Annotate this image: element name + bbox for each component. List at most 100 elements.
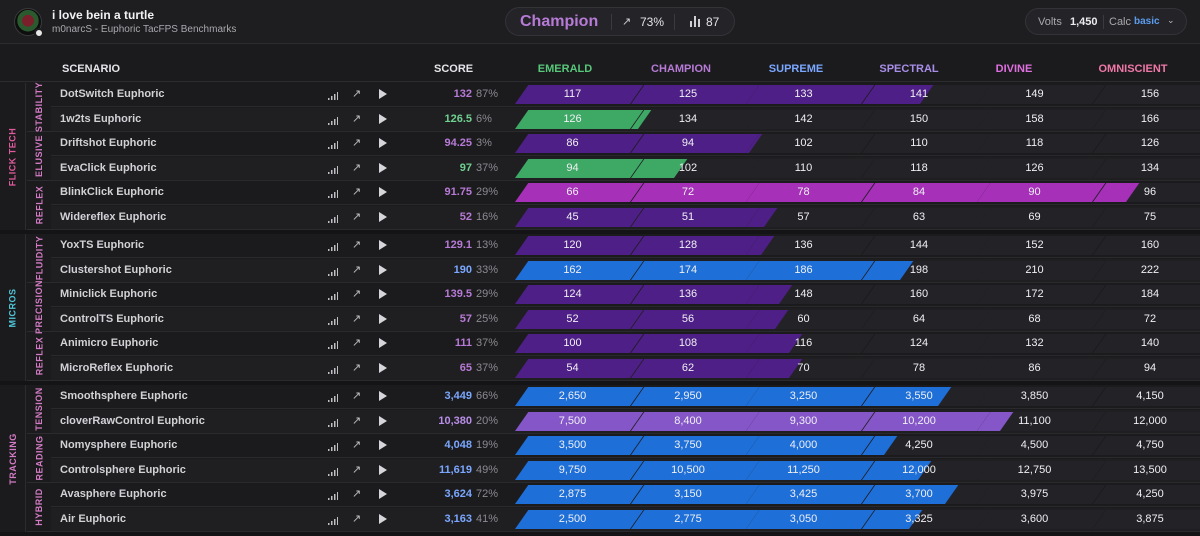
play-icon[interactable]	[379, 391, 387, 401]
signal-strength-icon[interactable]	[328, 139, 338, 149]
trend-chart-icon[interactable]: ↗	[352, 439, 362, 451]
table-row[interactable]: Smoothsphere Euphoric ↗ 3,449 66% 2,650 2,950…	[51, 385, 1200, 409]
calc-mode-select[interactable]: basic	[1134, 16, 1160, 27]
trend-chart-icon[interactable]: ↗	[352, 161, 362, 174]
scenario-name[interactable]: Miniclick Euphoric	[60, 288, 158, 300]
play-icon[interactable]	[379, 440, 387, 450]
scenario-name[interactable]: Air Euphoric	[60, 512, 127, 525]
signal-strength-icon[interactable]	[328, 90, 338, 100]
signal-strength-icon[interactable]	[328, 417, 338, 427]
play-icon[interactable]	[379, 464, 387, 475]
table-row[interactable]: BlinkClick Euphoric ↗ 91.75 29% 66 72 78 84 90 96	[51, 181, 1200, 205]
play-icon[interactable]	[379, 362, 387, 373]
trend-chart-icon[interactable]: ↗	[352, 488, 362, 500]
table-row[interactable]: Animicro Euphoric ↗ 111 37% 100 108 116 124 132 1…	[51, 332, 1200, 356]
play-icon[interactable]	[379, 289, 387, 299]
play-icon[interactable]	[379, 113, 387, 124]
table-row[interactable]: MicroReflex Euphoric ↗ 65 37% 54 62 70 78 86 94	[51, 356, 1200, 381]
signal-strength-icon[interactable]	[328, 392, 338, 402]
play-icon[interactable]	[379, 138, 387, 148]
scenario-name[interactable]: DotSwitch Euphoric	[60, 88, 165, 100]
rank-threshold-cell: 2,875	[515, 485, 644, 504]
signal-strength-icon[interactable]	[328, 466, 338, 476]
trend-chart-icon[interactable]: ↗	[352, 361, 362, 374]
play-icon[interactable]	[379, 162, 387, 173]
column-header-scenario[interactable]: SCENARIO	[62, 63, 121, 75]
rank-threshold-cell: 134	[1092, 158, 1200, 178]
signal-strength-icon[interactable]	[328, 290, 338, 300]
trend-chart-icon[interactable]: ↗	[352, 239, 362, 251]
trend-chart-icon[interactable]: ↗	[352, 390, 362, 402]
signal-strength-icon[interactable]	[328, 188, 338, 198]
trend-chart-icon[interactable]: ↗	[352, 263, 362, 276]
trend-chart-icon[interactable]: ↗	[352, 463, 362, 476]
signal-strength-icon[interactable]	[328, 241, 338, 251]
signal-strength-icon[interactable]	[328, 213, 338, 223]
table-row[interactable]: Clustershot Euphoric ↗ 190 33% 162 174 186 198 2…	[51, 258, 1200, 283]
scenario-name[interactable]: Widereflex Euphoric	[60, 210, 167, 223]
table-row[interactable]: Nomysphere Euphoric ↗ 4,048 19% 3,500 3,750 4,…	[51, 434, 1200, 458]
table-row[interactable]: Miniclick Euphoric ↗ 139.5 29% 124 136 148 160 1…	[51, 283, 1200, 307]
trend-chart-icon[interactable]: ↗	[352, 512, 362, 525]
play-icon[interactable]	[379, 89, 387, 99]
play-icon[interactable]	[379, 415, 387, 426]
scenario-name[interactable]: EvaClick Euphoric	[60, 161, 157, 174]
scenario-name[interactable]: Animicro Euphoric	[60, 337, 159, 349]
rank-threshold-cell: 210	[977, 260, 1106, 280]
signal-strength-icon[interactable]	[328, 315, 338, 325]
threshold-value: 66	[566, 186, 579, 198]
table-row[interactable]: Air Euphoric ↗ 3,163 41% 2,500 2,775 3,050 3,32…	[51, 507, 1200, 532]
table-row[interactable]: YoxTS Euphoric ↗ 129.1 13% 120 128 136 144 152 16…	[51, 234, 1200, 258]
trend-chart-icon[interactable]: ↗	[352, 312, 362, 325]
table-row[interactable]: Avasphere Euphoric ↗ 3,624 72% 2,875 3,150 3,4…	[51, 483, 1200, 507]
table-row[interactable]: cloverRawControl Euphoric ↗ 10,380 20% 7,500…	[51, 409, 1200, 434]
avatar[interactable]	[14, 8, 42, 36]
table-row[interactable]: Widereflex Euphoric ↗ 52 16% 45 51 57 63 69 75	[51, 205, 1200, 230]
table-row[interactable]: Driftshot Euphoric ↗ 94.25 3% 86 94 102 110 118 1…	[51, 132, 1200, 156]
trend-chart-icon[interactable]: ↗	[352, 186, 362, 198]
column-header-score[interactable]: SCORE	[434, 63, 474, 75]
rank-threshold-cell: 78	[861, 358, 990, 378]
play-icon[interactable]	[379, 489, 387, 499]
trend-chart-icon[interactable]: ↗	[352, 210, 362, 223]
play-icon[interactable]	[379, 338, 387, 348]
scenario-name[interactable]: MicroReflex Euphoric	[60, 361, 174, 374]
signal-strength-icon[interactable]	[328, 266, 338, 276]
scenario-name[interactable]: ControlTS Euphoric	[60, 312, 164, 325]
trend-chart-icon[interactable]: ↗	[352, 337, 362, 349]
trend-chart-icon[interactable]: ↗	[352, 112, 362, 125]
signal-strength-icon[interactable]	[328, 490, 338, 500]
scenario-name[interactable]: Clustershot Euphoric	[60, 263, 172, 276]
table-row[interactable]: EvaClick Euphoric ↗ 97 37% 94 102 110 118 126 134	[51, 156, 1200, 181]
signal-strength-icon[interactable]	[328, 515, 338, 525]
chevron-down-icon[interactable]: ⌄	[1167, 15, 1175, 25]
play-icon[interactable]	[379, 313, 387, 324]
play-icon[interactable]	[379, 513, 387, 524]
scenario-name[interactable]: Controlsphere Euphoric	[60, 463, 186, 476]
play-icon[interactable]	[379, 187, 387, 197]
scenario-name[interactable]: Avasphere Euphoric	[60, 488, 167, 500]
play-icon[interactable]	[379, 240, 387, 250]
scenario-name[interactable]: BlinkClick Euphoric	[60, 186, 164, 198]
scenario-name[interactable]: Driftshot Euphoric	[60, 137, 157, 149]
signal-strength-icon[interactable]	[328, 164, 338, 174]
trend-chart-icon[interactable]: ↗	[352, 288, 362, 300]
play-icon[interactable]	[379, 211, 387, 222]
table-row[interactable]: 1w2ts Euphoric ↗ 126.5 6% 126 134 142 150 158 166	[51, 107, 1200, 132]
scenario-name[interactable]: Smoothsphere Euphoric	[60, 390, 188, 402]
table-row[interactable]: DotSwitch Euphoric ↗ 132 87% 117 125 133 141 149…	[51, 83, 1200, 107]
scenario-name[interactable]: 1w2ts Euphoric	[60, 112, 142, 125]
signal-strength-icon[interactable]	[328, 115, 338, 125]
trend-chart-icon[interactable]: ↗	[352, 414, 362, 427]
scenario-name[interactable]: Nomysphere Euphoric	[60, 439, 178, 451]
trend-chart-icon[interactable]: ↗	[352, 88, 362, 100]
table-row[interactable]: Controlsphere Euphoric ↗ 11,619 49% 9,750 10,…	[51, 458, 1200, 483]
trend-chart-icon[interactable]: ↗	[352, 137, 362, 149]
scenario-name[interactable]: YoxTS Euphoric	[60, 239, 145, 251]
signal-strength-icon[interactable]	[328, 339, 338, 349]
play-icon[interactable]	[379, 264, 387, 275]
scenario-name[interactable]: cloverRawControl Euphoric	[60, 414, 205, 427]
signal-strength-icon[interactable]	[328, 364, 338, 374]
table-row[interactable]: ControlTS Euphoric ↗ 57 25% 52 56 60 64 68 72	[51, 307, 1200, 332]
signal-strength-icon[interactable]	[328, 441, 338, 451]
